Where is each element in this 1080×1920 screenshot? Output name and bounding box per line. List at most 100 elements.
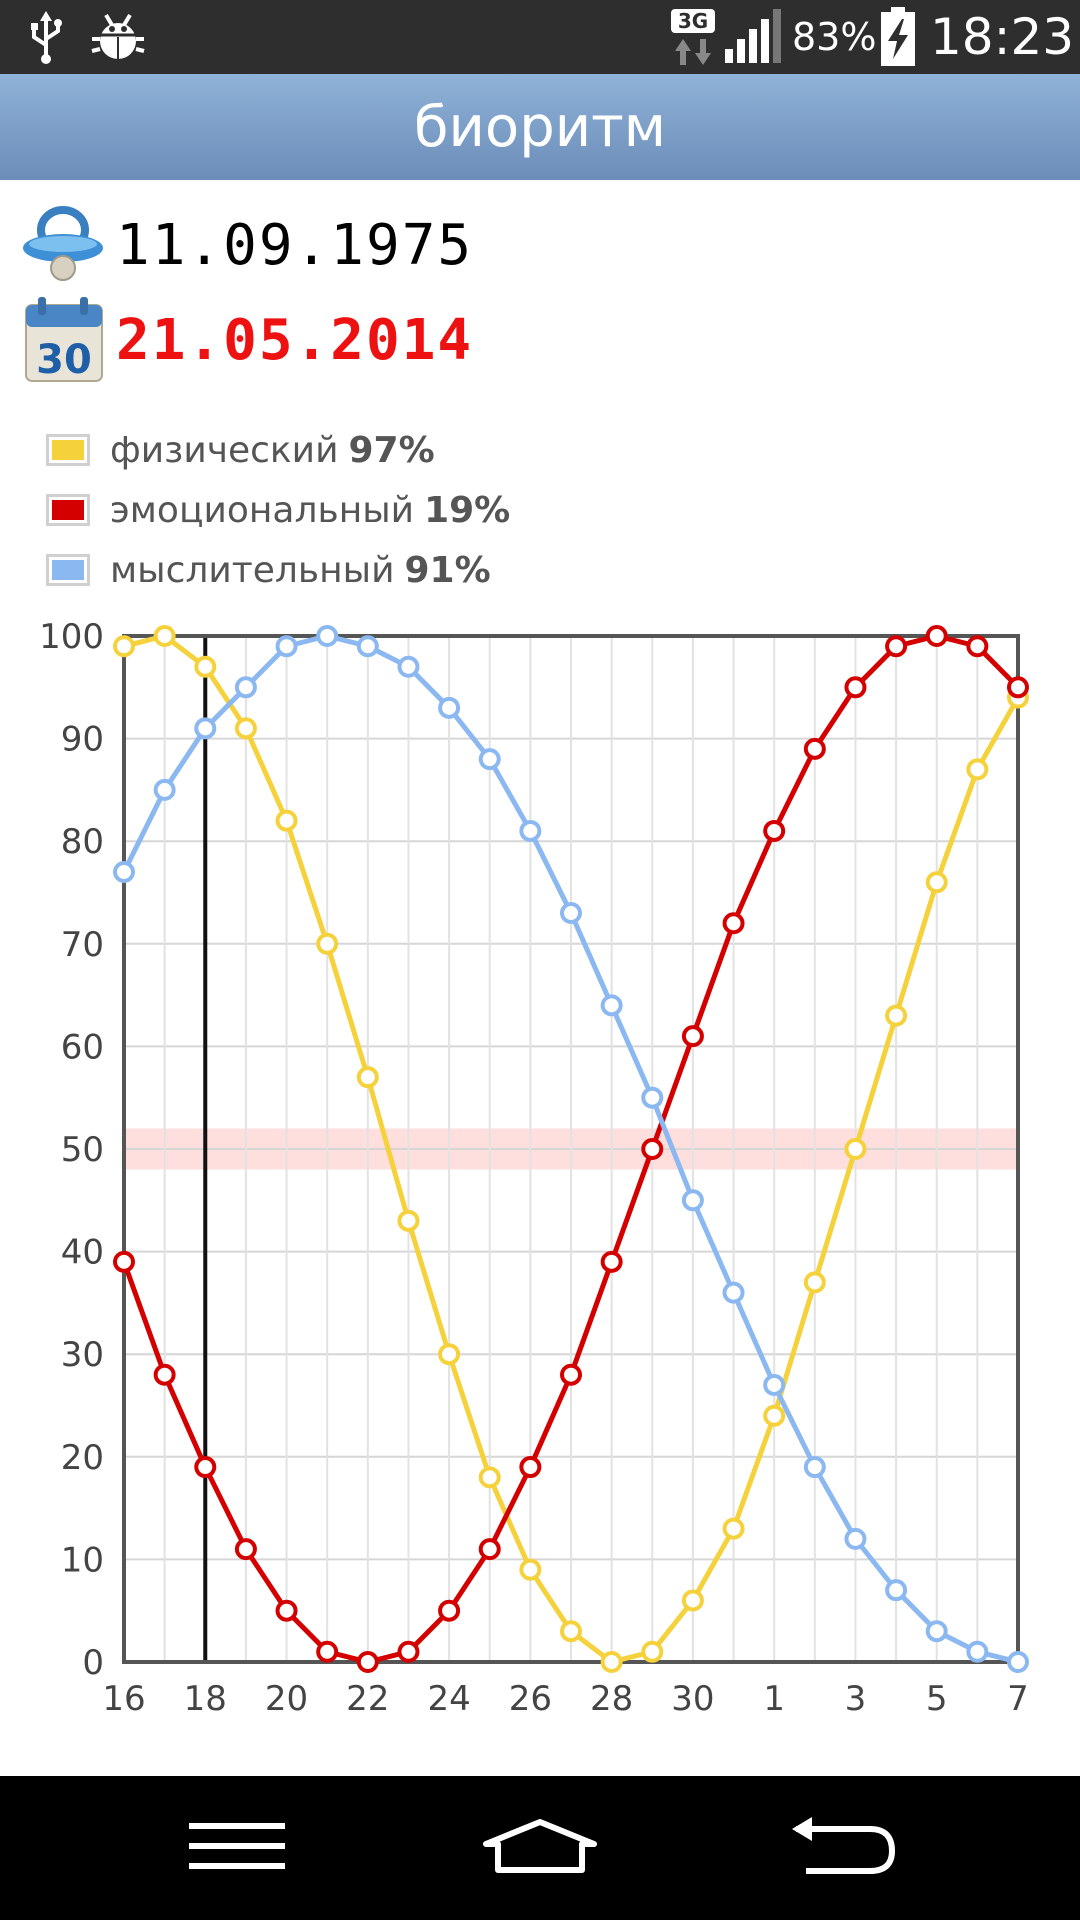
status-bar: 3G 83% 18:23 (0, 0, 1080, 74)
y-tick-label: 70 (61, 925, 104, 965)
calendar-icon: 30 (20, 295, 106, 385)
x-tick-label: 28 (590, 1679, 633, 1719)
legend-swatch (46, 494, 90, 526)
data-point (194, 717, 217, 740)
data-point (438, 1343, 461, 1366)
data-point (925, 1620, 948, 1643)
data-point (113, 635, 135, 658)
data-point (316, 932, 339, 955)
data-point (234, 717, 257, 740)
data-point (438, 1599, 461, 1622)
current-date[interactable]: 21.05.2014 (116, 307, 474, 373)
data-point (600, 1250, 623, 1273)
data-point (316, 625, 339, 647)
legend-item-emotional: эмоциональный 19% (46, 480, 510, 540)
birth-date[interactable]: 11.09.1975 (116, 212, 474, 278)
x-tick-label: 30 (671, 1679, 714, 1719)
menu-icon (189, 1821, 285, 1875)
legend-item-physical: физический 97% (46, 420, 510, 480)
y-tick-label: 50 (61, 1130, 104, 1170)
data-point (234, 676, 257, 699)
birth-date-row[interactable]: 11.09.1975 (20, 200, 473, 290)
data-point (722, 912, 745, 935)
data-point (641, 1138, 664, 1160)
data-point (519, 1558, 542, 1581)
data-point (194, 655, 217, 678)
x-tick-label: 22 (346, 1679, 389, 1719)
data-point (316, 1640, 339, 1663)
back-icon (790, 1815, 898, 1881)
data-point (438, 696, 461, 719)
data-point (885, 635, 908, 658)
x-tick-label: 18 (184, 1679, 227, 1719)
data-point (925, 871, 948, 894)
legend-swatch (46, 434, 90, 466)
data-point (681, 1189, 704, 1212)
current-date-row[interactable]: 30 21.05.2014 (20, 295, 473, 385)
network-3g-icon: 3G (668, 0, 718, 74)
data-point (1007, 1651, 1029, 1673)
data-point (681, 1589, 704, 1612)
back-button[interactable] (744, 1776, 944, 1920)
x-tick-label: 5 (926, 1679, 948, 1719)
x-tick-label: 3 (845, 1679, 867, 1719)
data-point (356, 1066, 379, 1089)
plot-frame (122, 634, 1020, 1664)
x-tick-label: 16 (102, 1679, 145, 1719)
y-tick-label: 80 (61, 822, 104, 862)
legend-label: мыслительный (110, 549, 395, 591)
data-point (763, 1404, 786, 1427)
biorhythm-chart[interactable]: 0 10 20 30 40 50 60 70 80 90 100 16 18 20 22 24 26 28 30 1 3… (0, 600, 1080, 1734)
svg-text:3G: 3G (678, 9, 708, 33)
debug-icon (88, 0, 148, 74)
data-point (722, 1281, 745, 1304)
chart-legend: физический 97% эмоциональный 19% мыслите… (46, 420, 510, 600)
action-bar: биоритм (0, 74, 1080, 180)
y-tick-label: 90 (61, 720, 104, 760)
x-tick-label: 7 (1007, 1679, 1029, 1719)
legend-item-intellectual: мыслительный 91% (46, 540, 510, 600)
data-point (275, 1599, 298, 1622)
data-point (966, 1640, 989, 1663)
data-point (153, 625, 176, 647)
data-point (113, 860, 135, 883)
data-point (885, 1004, 908, 1027)
data-point (803, 1271, 826, 1294)
legend-value: 91% (404, 549, 491, 591)
signal-icon (722, 0, 782, 74)
legend-swatch (46, 554, 90, 586)
legend-label: физический (110, 429, 339, 471)
x-tick-label: 24 (427, 1679, 470, 1719)
home-button[interactable] (440, 1776, 640, 1920)
data-point (925, 625, 948, 647)
app-title: биоритм (414, 94, 666, 160)
data-point (844, 1527, 867, 1550)
menu-button[interactable] (137, 1776, 337, 1920)
data-point (560, 1620, 582, 1643)
data-point (478, 1466, 501, 1489)
y-tick-label: 100 (39, 617, 104, 657)
home-icon (482, 1818, 598, 1878)
svg-text:30: 30 (36, 337, 92, 383)
data-point (966, 635, 989, 658)
chart-svg[interactable]: 0 10 20 30 40 50 60 70 80 90 100 16 18 20 22 24 26 28 30 1 3… (0, 600, 1080, 1730)
x-tick-label: 20 (265, 1679, 308, 1719)
data-point (722, 1517, 745, 1540)
data-point (153, 778, 176, 801)
legend-value: 19% (424, 489, 511, 531)
data-point (844, 1138, 867, 1160)
data-point (153, 1363, 176, 1386)
clock: 18:23 (930, 8, 1075, 66)
legend-label: эмоциональный (110, 489, 415, 531)
data-point (194, 1456, 217, 1479)
usb-icon (18, 0, 74, 74)
data-point (519, 1456, 542, 1479)
y-tick-label: 30 (61, 1335, 104, 1375)
data-point (600, 994, 623, 1017)
data-point (600, 1651, 623, 1673)
y-tick-label: 10 (61, 1540, 104, 1580)
x-tick-label: 26 (509, 1679, 552, 1719)
data-point (763, 1373, 786, 1396)
data-point (234, 1538, 257, 1561)
data-point (763, 819, 786, 842)
